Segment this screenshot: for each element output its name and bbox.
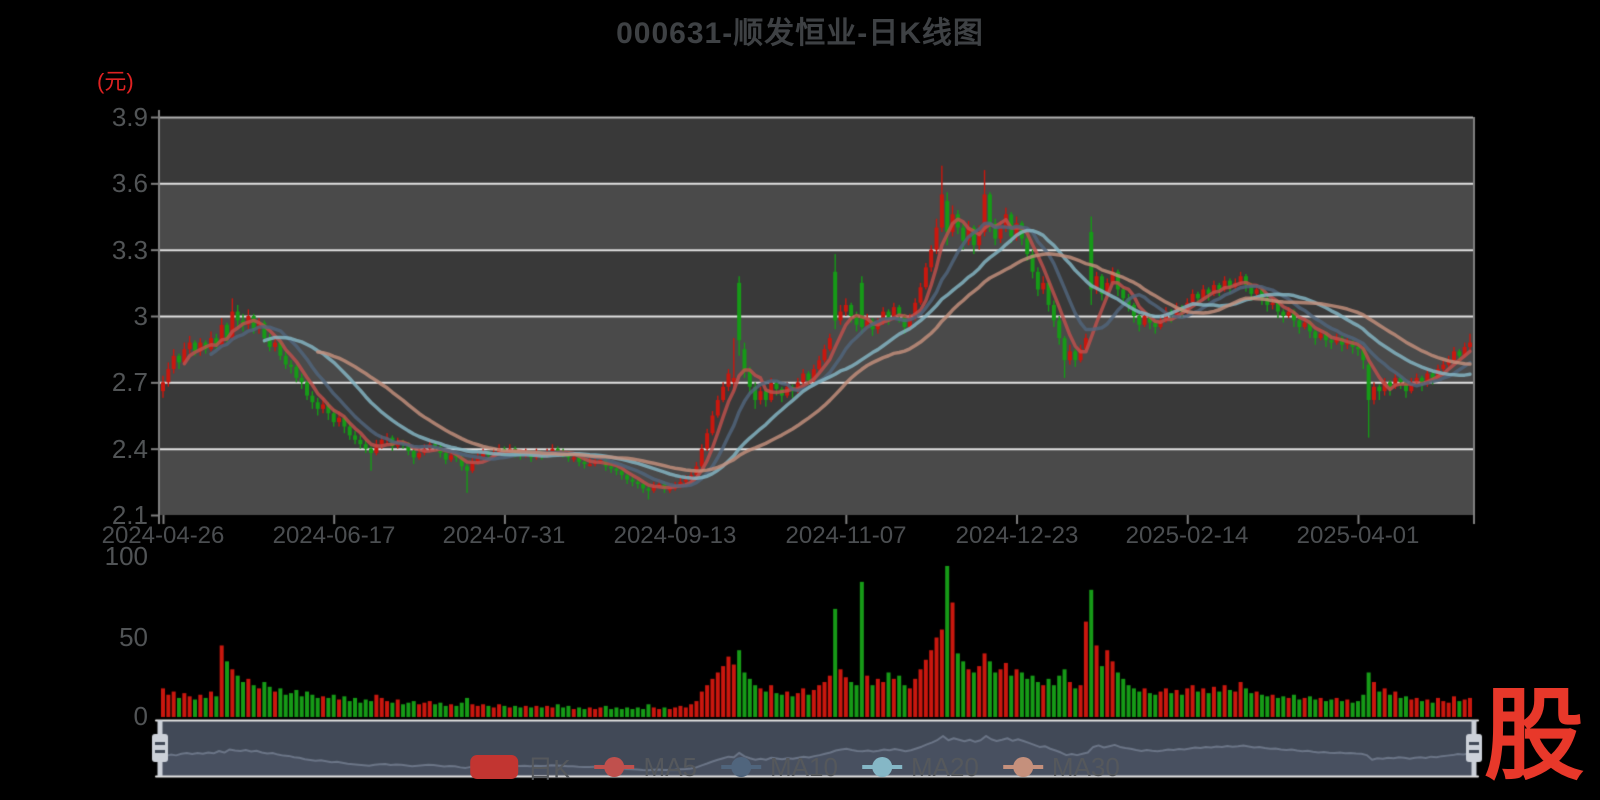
date-axis-label: 2024-07-31 [442,522,566,549]
price-axis-label: 3 [133,301,148,331]
price-axis-label: 2.4 [111,434,148,464]
price-axis-label: 2.7 [111,367,148,397]
legend-item-ma20[interactable]: MA20 [861,751,979,783]
logo-gu: 股 [1484,680,1584,792]
price-axis-label: 3.3 [111,235,148,265]
legend-label: MA30 [1051,751,1120,782]
date-axis-label: 2024-09-13 [613,522,737,549]
datazoom-right-handle[interactable] [1465,720,1483,776]
ma5-line-icon [594,754,635,780]
date-axis-label: 2025-02-14 [1125,522,1249,549]
datazoom-slider[interactable] [160,720,1474,776]
ma30-line-icon [1002,754,1043,780]
volume-axis-label: 100 [104,541,148,571]
legend-item-dayk[interactable]: 日K [470,749,571,786]
legend-item-ma10[interactable]: MA10 [721,752,838,783]
date-axis-label: 2024-11-07 [785,522,907,549]
price-axis-label: 3.6 [111,168,148,198]
volume-axis-label: 0 [133,701,148,731]
legend-label: MA20 [910,751,979,782]
date-axis-label: 2024-12-23 [955,522,1079,549]
chart-title: 000631-顺发恒业-日K线图 [616,17,984,50]
legend-item-ma5[interactable]: MA5 [594,751,698,783]
date-axis-label: 2025-04-01 [1296,522,1420,549]
price-axis-label: 2.1 [111,500,148,530]
date-axis-label: 2024-06-17 [272,522,396,549]
legend-item-ma30[interactable]: MA30 [1002,751,1120,783]
price-axis-label: 3.9 [111,102,148,132]
legend-label: 日K [527,753,571,784]
candlestick-series-icon [470,755,519,779]
datazoom-left-handle[interactable] [151,720,169,776]
volume-axis-label: 50 [119,622,148,652]
date-axis-label: 2024-04-26 [101,522,225,549]
ma10-line-icon [721,754,762,780]
price-unit-label: (元) [97,69,134,94]
legend-label: MA5 [643,751,698,782]
legend-label: MA10 [770,751,838,782]
ma20-line-icon [861,754,902,780]
legend: 日K MA5 MA10 MA20 MA30 [470,748,1120,786]
